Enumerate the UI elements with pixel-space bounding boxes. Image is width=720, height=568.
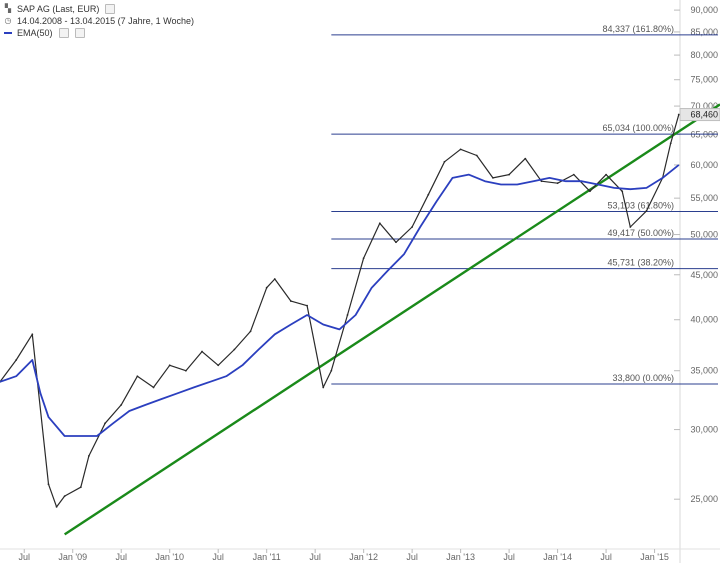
y-tick-label: 45,000 [690, 270, 718, 280]
fibonacci-label: 65,034 (100.00%) [602, 123, 674, 133]
x-tick-label: Jul [600, 552, 612, 562]
ema-swatch [4, 32, 12, 34]
price-point [395, 241, 397, 244]
price-point [589, 190, 591, 193]
price-point [621, 190, 624, 193]
price-point [15, 359, 18, 361]
x-tick-label: Jan '15 [640, 552, 669, 562]
fibonacci-label: 84,337 (161.80%) [602, 24, 674, 34]
y-tick-label: 55,000 [690, 193, 718, 203]
last-value-box [679, 108, 720, 122]
price-point [306, 304, 308, 307]
fibonacci-label: 45,731 (38.20%) [607, 258, 674, 268]
trendline [63, 103, 720, 536]
x-tick-label: Jan '09 [58, 552, 87, 562]
price-point [605, 173, 607, 176]
price-point [322, 386, 325, 389]
price-point [629, 226, 632, 228]
price-point [572, 173, 575, 176]
price-point [443, 160, 446, 163]
price-point [669, 142, 672, 145]
fibonacci-label: 53,103 (61.80%) [607, 201, 674, 211]
x-tick-label: Jan '14 [543, 552, 572, 562]
price-point [290, 300, 292, 303]
legend-indicator-close-button[interactable] [74, 28, 85, 38]
legend-indicator-row: EMA(50) [3, 27, 194, 39]
price-line [0, 114, 680, 508]
ema-line [0, 164, 680, 437]
price-point [492, 176, 494, 179]
legend-range-row: ◷ 14.04.2008 - 13.04.2015 (7 Jahre, 1 Wo… [3, 15, 194, 27]
x-tick-label: Jul [406, 552, 418, 562]
y-tick-label: 90,000 [690, 5, 718, 15]
legend-indicator: EMA(50) [17, 28, 53, 38]
price-point [411, 226, 414, 228]
fibonacci-label: 49,417 (50.00%) [607, 228, 674, 238]
price-point [427, 193, 430, 196]
y-tick-label: 70,000 [690, 101, 718, 111]
legend-instrument: SAP AG (Last, EUR) [17, 4, 100, 14]
y-tick-label: 60,000 [690, 160, 718, 170]
price-point [201, 350, 203, 353]
price-point [104, 422, 106, 425]
price-point [273, 278, 276, 280]
legend-indicator-settings-button[interactable] [58, 28, 69, 38]
x-tick-label: Jan '11 [253, 552, 281, 562]
price-point [31, 333, 34, 336]
price-point [168, 364, 171, 367]
x-tick-label: Jan '13 [446, 552, 475, 562]
y-tick-label: 30,000 [690, 425, 718, 435]
price-point [136, 375, 139, 378]
x-tick-label: Jul [309, 552, 321, 562]
clock-icon: ◷ [4, 16, 12, 25]
price-point [677, 113, 680, 116]
last-value-label: 68,460 [690, 110, 718, 120]
chart-legend: ▚ SAP AG (Last, EUR) ◷ 14.04.2008 - 13.0… [3, 3, 194, 39]
y-tick-label: 35,000 [690, 366, 718, 376]
price-point [233, 348, 236, 351]
price-point [87, 455, 90, 457]
bar-chart-icon: ▚ [4, 4, 12, 13]
price-point [184, 369, 187, 372]
price-point [362, 257, 365, 260]
price-point [346, 314, 349, 316]
y-tick-label: 75,000 [690, 75, 718, 85]
y-tick-label: 40,000 [690, 315, 718, 325]
price-point [47, 483, 50, 486]
price-point [540, 180, 543, 183]
price-point [55, 506, 58, 508]
price-point [556, 182, 559, 185]
legend-range: 14.04.2008 - 13.04.2015 (7 Jahre, 1 Woch… [17, 16, 194, 26]
y-tick-label: 85,000 [690, 27, 718, 37]
legend-instrument-row: ▚ SAP AG (Last, EUR) [3, 3, 194, 15]
x-tick-label: Jul [115, 552, 127, 562]
price-point [459, 148, 462, 151]
fibonacci-label: 33,800 (0.00%) [612, 373, 674, 383]
price-point [645, 209, 648, 212]
y-tick-label: 50,000 [690, 230, 718, 240]
price-point [265, 286, 268, 289]
y-tick-label: 25,000 [690, 494, 718, 504]
price-point [475, 154, 478, 157]
price-point [152, 386, 155, 389]
y-tick-label: 80,000 [690, 50, 718, 60]
price-point [524, 157, 527, 160]
price-point [330, 369, 333, 372]
price-point [120, 404, 123, 406]
x-tick-label: Jul [503, 552, 515, 562]
price-point [217, 364, 220, 367]
price-point [249, 330, 252, 333]
price-point [63, 495, 66, 498]
x-tick-label: Jan '10 [155, 552, 184, 562]
price-point [508, 173, 511, 176]
x-tick-label: Jul [212, 552, 224, 562]
x-tick-label: Jan '12 [349, 552, 378, 562]
price-point [378, 222, 381, 225]
x-tick-label: Jul [18, 552, 30, 562]
price-point [79, 486, 82, 489]
legend-instrument-settings-button[interactable] [105, 4, 116, 14]
